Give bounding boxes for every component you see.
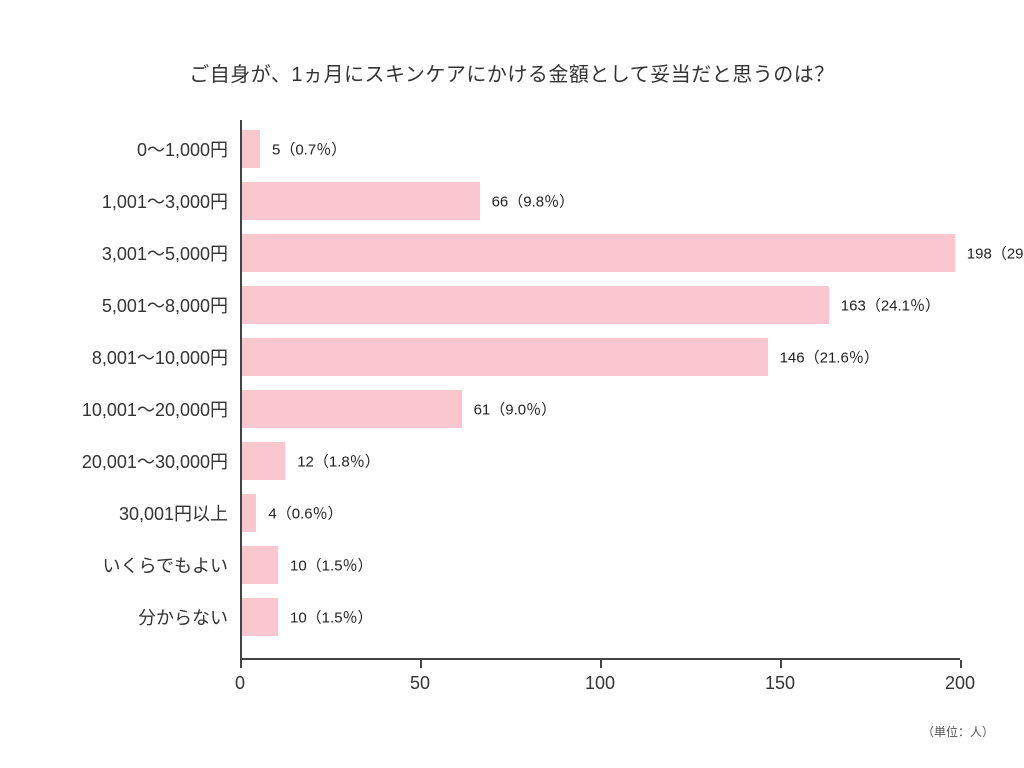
bar xyxy=(242,598,278,636)
bar xyxy=(242,182,480,220)
chart-title: ご自身が、1ヵ月にスキンケアにかける金額として妥当だと思うのは？ xyxy=(0,58,1024,87)
bar xyxy=(242,286,829,324)
category-label: 30,001円以上 xyxy=(119,500,228,526)
x-tick xyxy=(960,660,962,668)
bar xyxy=(242,234,955,272)
value-label: 5（0.7％） xyxy=(272,139,346,160)
category-label: いくらでもよい xyxy=(103,552,228,578)
x-tick-label: 200 xyxy=(945,673,975,694)
bar xyxy=(242,546,278,584)
unit-note: （単位：人） xyxy=(922,723,994,740)
bar xyxy=(242,390,462,428)
x-tick xyxy=(420,660,422,668)
chart-container: ご自身が、1ヵ月にスキンケアにかける金額として妥当だと思うのは？ 0501001… xyxy=(0,0,1024,768)
x-tick-label: 100 xyxy=(585,673,615,694)
plot-area: 050100150200 0～1,000円5（0.7％）1,001～3,000円… xyxy=(240,120,960,660)
category-label: 20,001～30,000円 xyxy=(82,448,228,474)
value-label: 163（24.1％） xyxy=(841,295,940,316)
category-label: 1,001～3,000円 xyxy=(102,188,228,214)
value-label: 12（1.8％） xyxy=(297,451,380,472)
category-label: 10,001～20,000円 xyxy=(82,396,228,422)
value-label: 4（0.6％） xyxy=(268,503,342,524)
x-tick xyxy=(240,660,242,668)
value-label: 66（9.8％） xyxy=(492,191,575,212)
value-label: 10（1.5％） xyxy=(290,607,373,628)
x-tick-label: 50 xyxy=(410,673,430,694)
bar xyxy=(242,130,260,168)
bar xyxy=(242,338,768,376)
category-label: 0～1,000円 xyxy=(137,136,228,162)
category-label: 分からない xyxy=(138,604,228,630)
value-label: 198（29.3％） xyxy=(967,243,1024,264)
x-tick xyxy=(600,660,602,668)
value-label: 61（9.0％） xyxy=(474,399,557,420)
x-tick-label: 0 xyxy=(235,673,245,694)
category-label: 3,001～5,000円 xyxy=(102,240,228,266)
x-tick-label: 150 xyxy=(765,673,795,694)
category-label: 5,001～8,000円 xyxy=(102,292,228,318)
value-label: 10（1.5％） xyxy=(290,555,373,576)
value-label: 146（21.6％） xyxy=(780,347,879,368)
x-tick xyxy=(780,660,782,668)
bar xyxy=(242,442,285,480)
category-label: 8,001～10,000円 xyxy=(92,344,228,370)
bar xyxy=(242,494,256,532)
